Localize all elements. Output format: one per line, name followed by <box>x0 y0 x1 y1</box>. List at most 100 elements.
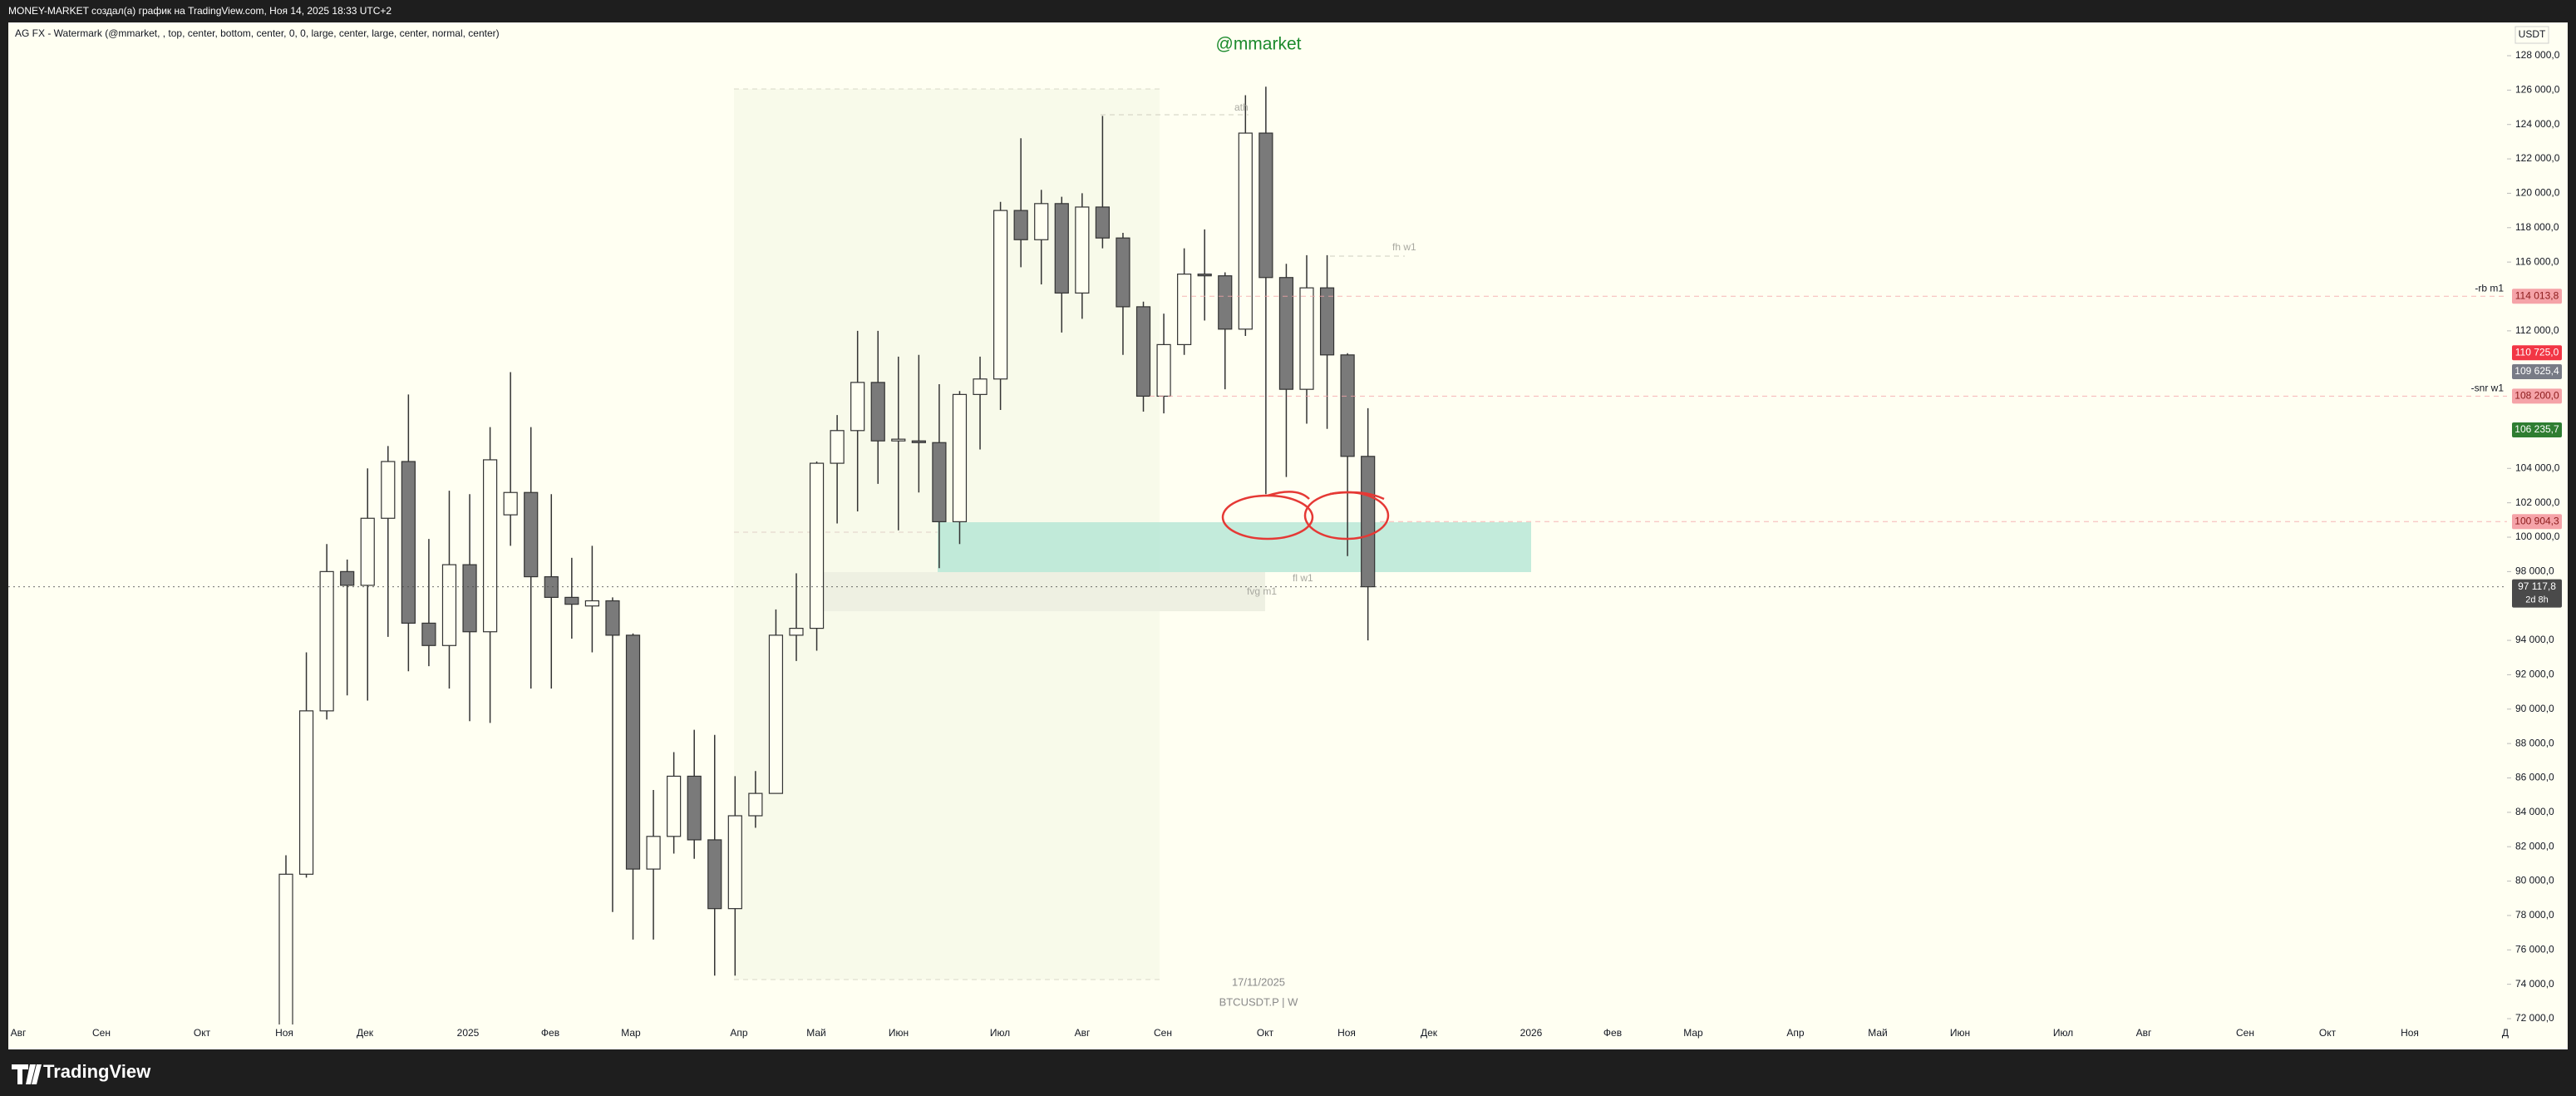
y-tick-label: 122 000,0 <box>2515 152 2560 164</box>
candle-body <box>462 564 477 633</box>
candle-body <box>850 382 865 432</box>
currency: USDT <box>2519 28 2546 40</box>
candle-body <box>687 775 702 841</box>
x-tick-label: Авг <box>2136 1027 2152 1039</box>
x-tick-label: Мар <box>1683 1027 1703 1039</box>
currency-box <box>2514 26 2549 44</box>
price-label: 114 013,8 <box>2515 289 2559 301</box>
level-name: -rb m1 <box>2475 282 2504 294</box>
price-label-sub: 2d 8h <box>2525 595 2549 605</box>
candle-body <box>707 839 722 910</box>
x-tick-label: Авг <box>1075 1027 1091 1039</box>
x-tick-label: Ноя <box>2401 1027 2419 1039</box>
candle-body <box>667 775 682 837</box>
x-tick-label: Ноя <box>1337 1027 1356 1039</box>
candle-body <box>1075 206 1090 294</box>
x-tick-label: Ноя <box>275 1027 293 1039</box>
y-tick-label: 78 000,0 <box>2515 909 2554 921</box>
annotation: fh w1 <box>1392 241 1416 253</box>
x-tick-label: Апр <box>1786 1027 1805 1039</box>
candle-body <box>625 634 641 870</box>
x-tick-label: 2025 <box>457 1027 480 1039</box>
candle-body <box>584 600 600 607</box>
annotation: fl w1 <box>1293 572 1313 584</box>
y-tick-label: 76 000,0 <box>2515 943 2554 955</box>
red-marks <box>1221 491 1390 541</box>
x-tick-label: Сен <box>1154 1027 1172 1039</box>
y-tick-label: 102 000,0 <box>2515 496 2560 508</box>
candle-body <box>441 564 457 646</box>
top-bar <box>0 0 2576 22</box>
x-tick-label: Мар <box>621 1027 641 1039</box>
candle-body <box>1299 287 1314 390</box>
price-label: 100 904,3 <box>2514 515 2559 526</box>
candle-body <box>1116 237 1130 308</box>
y-tick-label: 112 000,0 <box>2515 324 2559 336</box>
x-tick-label: Дек <box>357 1027 374 1039</box>
y-tick-label: 82 000,0 <box>2515 840 2554 852</box>
candle-body <box>298 710 314 875</box>
symbol: BTCUSDT.P | W <box>1219 995 1299 1008</box>
y-tick-label: 98 000,0 <box>2515 565 2554 577</box>
x-tick-label: Д <box>2502 1027 2509 1039</box>
candle-body <box>727 815 742 910</box>
candle-body <box>605 600 620 636</box>
candle-body <box>830 430 845 464</box>
x-tick-label: 2026 <box>1520 1027 1543 1039</box>
x-tick-label: Май <box>806 1027 826 1039</box>
candles <box>278 86 1376 1024</box>
annotation: ath <box>1234 101 1249 113</box>
candle-body <box>768 634 784 794</box>
y-tick-label: 94 000,0 <box>2515 634 2554 645</box>
candle-body <box>1034 203 1049 240</box>
x-tick-label: Июн <box>1950 1027 1970 1039</box>
candle-body <box>1197 274 1212 277</box>
bottom-bar <box>0 1049 2576 1096</box>
candle-body <box>870 382 885 442</box>
y-tick-label: 118 000,0 <box>2515 221 2559 233</box>
indicator-label: AG FX - Watermark (@mmarket, , top, cent… <box>15 27 500 39</box>
y-tick-label: 120 000,0 <box>2515 187 2560 199</box>
candle-body <box>809 462 825 629</box>
price-label: 106 235,7 <box>2514 423 2559 435</box>
candle-body <box>646 836 661 870</box>
candle-body <box>932 442 947 522</box>
candle-body <box>401 461 416 624</box>
candle-body <box>381 461 396 519</box>
x-tick-label: Авг <box>11 1027 27 1039</box>
y-tick-label: 116 000,0 <box>2515 255 2559 267</box>
scribble <box>1329 491 1385 501</box>
candle-body <box>564 596 579 605</box>
price-label: 110 725,0 <box>2515 346 2559 358</box>
candle-body <box>1135 306 1151 397</box>
price-label-box <box>2512 422 2562 438</box>
logo <box>12 1064 42 1084</box>
candle-body <box>544 575 559 598</box>
y-tick-label: 92 000,0 <box>2515 669 2554 680</box>
x-tick-label: Сен <box>92 1027 111 1039</box>
candle-body <box>1013 210 1028 240</box>
candle-body <box>1238 132 1253 330</box>
candle-body <box>748 792 763 817</box>
right-edge <box>2568 22 2576 1049</box>
date: 17/11/2025 <box>1232 975 1285 988</box>
candle-body <box>952 393 968 522</box>
x-tick-label: Сен <box>2236 1027 2254 1039</box>
candle-body <box>340 570 355 586</box>
y-tick-label: 86 000,0 <box>2515 772 2554 783</box>
candle-body <box>1258 132 1273 279</box>
y-tick-label: 124 000,0 <box>2515 118 2560 130</box>
top-bar-title: MONEY-MARKET создал(а) график на Trading… <box>8 5 392 17</box>
y-tick-label: 90 000,0 <box>2515 703 2554 714</box>
x-tick-label: Окт <box>2319 1027 2337 1039</box>
candle-body <box>278 873 293 1024</box>
candle-body <box>973 378 988 395</box>
candle-body <box>1278 277 1294 390</box>
candle-body <box>1095 206 1111 239</box>
candle-body <box>503 491 518 516</box>
candle-body <box>360 517 375 586</box>
candle-body <box>911 440 926 443</box>
candle-body <box>1319 287 1335 356</box>
candle-body <box>1361 456 1376 588</box>
